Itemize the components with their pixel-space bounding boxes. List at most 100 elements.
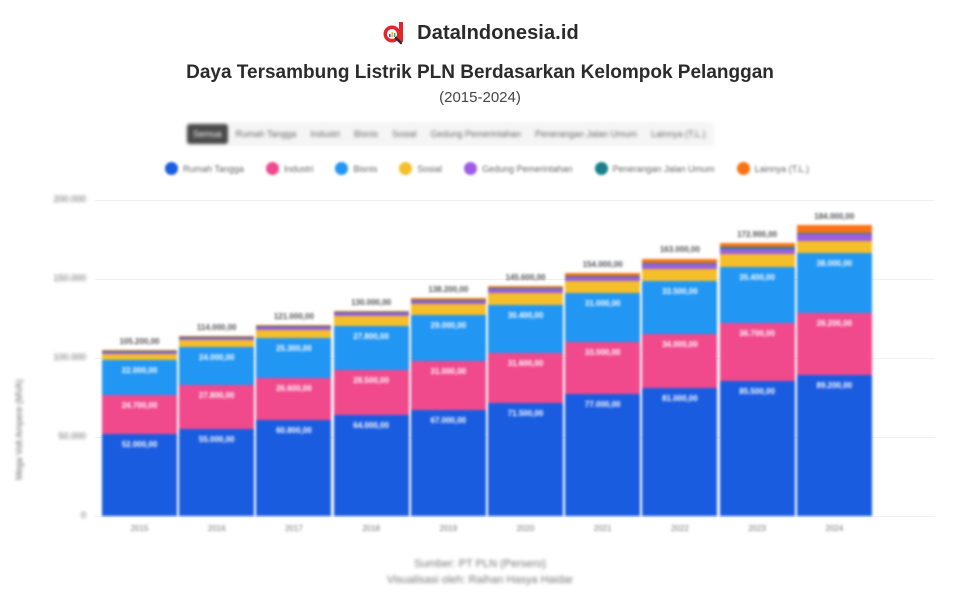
legend-item[interactable]: Sosial [399, 162, 442, 175]
legend-item[interactable]: Gedung Pemerintahan [463, 162, 573, 175]
bar-segment-sosial[interactable] [333, 316, 409, 326]
bar-segment-penerangan-jalan-umum[interactable] [333, 312, 409, 314]
bar-segment-industri[interactable]: 24.700,00 [102, 394, 177, 434]
bar-segment-lainnya-t-l[interactable] [410, 297, 486, 300]
bar-2021[interactable]: 77.000,00 33.000,00 31.000,00 [565, 272, 641, 516]
bar-segment-sosial[interactable] [179, 340, 255, 348]
bar-segment-industri[interactable]: 39.200,00 [796, 313, 872, 376]
bar-segment-rumah-tangga[interactable]: 77.000,00 [565, 394, 641, 516]
bar-segment-rumah-tangga[interactable]: 64.000,00 [333, 414, 409, 516]
bar-segment-lainnya-t-l[interactable] [565, 272, 641, 277]
bar-segment-lainnya-t-l[interactable] [719, 242, 795, 248]
bar-segment-lainnya-t-l[interactable] [796, 225, 872, 233]
bar-segment-sosial[interactable] [642, 268, 718, 282]
bar-segment-bisnis[interactable]: 33.500,00 [642, 281, 718, 335]
legend-item[interactable]: Lainnya (T.L.) [736, 162, 809, 175]
tab-penerangan-jalan-umum[interactable]: Penerangan Jalan Umum [535, 129, 638, 139]
bar-segment-gedung-pemerintahan[interactable] [256, 327, 332, 331]
bar-segment-bisnis[interactable]: 35.400,00 [719, 267, 795, 323]
bar-segment-industri[interactable]: 33.000,00 [565, 342, 641, 395]
bar-segment-sosial[interactable] [719, 254, 795, 268]
bar-segment-penerangan-jalan-umum[interactable] [719, 247, 795, 249]
legend-item[interactable]: Bisnis [335, 162, 377, 175]
tab-rumah-tangga[interactable]: Rumah Tangga [235, 129, 297, 139]
legend-dot-icon [165, 162, 178, 175]
bar-2022[interactable]: 81.000,00 34.000,00 33.500,00 [642, 258, 718, 516]
y-tick-label: 100.000 [53, 352, 86, 362]
bar-segment-gedung-pemerintahan[interactable] [642, 264, 718, 269]
tab-industri[interactable]: Industri [310, 129, 340, 139]
bar-segment-rumah-tangga[interactable]: 71.500,00 [488, 403, 563, 516]
bar-segment-bisnis[interactable]: 29.000,00 [410, 315, 486, 362]
tab-gedung-pemerintahan[interactable]: Gedung Pemerintahan [430, 129, 522, 139]
bar-segment-sosial[interactable] [565, 281, 641, 294]
bar-segment-gedung-pemerintahan[interactable] [719, 248, 795, 255]
tab-bisnis[interactable]: Bisnis [353, 129, 378, 139]
bar-segment-penerangan-jalan-umum[interactable] [102, 350, 177, 352]
bar-segment-penerangan-jalan-umum[interactable] [642, 262, 718, 265]
bar-segment-sosial[interactable] [256, 330, 332, 338]
bar-segment-lainnya-t-l[interactable] [102, 349, 177, 351]
tab-semua[interactable]: Semua [187, 124, 228, 144]
bar-segment-bisnis[interactable]: 38.000,00 [796, 253, 872, 314]
bar-segment-gedung-pemerintahan[interactable] [796, 234, 872, 241]
bar-segment-bisnis[interactable]: 24.000,00 [179, 347, 255, 386]
bar-2016[interactable]: 55.000,00 27.800,00 24.000,00 [179, 335, 255, 516]
segment-value-label: 31.000,00 [584, 299, 621, 309]
bar-2019[interactable]: 67.000,00 31.000,00 29.000,00 [410, 297, 486, 516]
bar-segment-sosial[interactable] [410, 304, 486, 316]
bar-segment-gedung-pemerintahan[interactable] [565, 277, 641, 282]
bar-segment-bisnis[interactable]: 25.300,00 [256, 337, 332, 378]
bar-segment-lainnya-t-l[interactable] [179, 335, 255, 338]
bar-segment-lainnya-t-l[interactable] [488, 286, 563, 289]
bar-segment-lainnya-t-l[interactable] [256, 324, 332, 327]
bar-segment-sosial[interactable] [796, 240, 872, 254]
bar-segment-industri[interactable]: 31.000,00 [410, 361, 486, 411]
x-tick-label: 2019 [439, 524, 458, 533]
bar-2023[interactable]: 85.500,00 36.700,00 35.400,00 [719, 242, 795, 516]
bar-segment-industri[interactable]: 28.500,00 [333, 369, 409, 415]
legend-item[interactable]: Penerangan Jalan Umum [594, 162, 715, 175]
bar-segment-lainnya-t-l[interactable] [642, 258, 718, 263]
legend-item[interactable]: Rumah Tangga [165, 162, 244, 175]
tab-lainnya-t-l[interactable]: Lainnya (T.L.) [651, 129, 706, 139]
bar-segment-gedung-pemerintahan[interactable] [102, 351, 177, 354]
legend-item[interactable]: Industri [265, 162, 313, 175]
bar-segment-penerangan-jalan-umum[interactable] [565, 276, 641, 278]
bar-segment-gedung-pemerintahan[interactable] [410, 300, 486, 305]
bar-segment-bisnis[interactable]: 27.800,00 [333, 325, 409, 370]
bar-segment-gedung-pemerintahan[interactable] [333, 313, 409, 317]
bar-2024[interactable]: 89.200,00 39.200,00 38.000,00 [796, 225, 872, 516]
bar-segment-rumah-tangga[interactable]: 81.000,00 [642, 388, 718, 516]
bar-segment-rumah-tangga[interactable]: 52.000,00 [102, 433, 177, 516]
bar-segment-gedung-pemerintahan[interactable] [179, 337, 255, 341]
bar-segment-rumah-tangga[interactable]: 67.000,00 [410, 410, 486, 516]
bar-2018[interactable]: 64.000,00 28.500,00 27.800,00 [333, 310, 409, 516]
bar-2017[interactable]: 60.800,00 26.600,00 25.300,00 [256, 324, 332, 516]
tab-sosial[interactable]: Sosial [391, 129, 417, 139]
bar-segment-rumah-tangga[interactable]: 85.500,00 [719, 380, 795, 516]
bar-segment-industri[interactable]: 26.600,00 [256, 377, 332, 420]
bar-segment-rumah-tangga[interactable]: 55.000,00 [179, 429, 255, 516]
bar-segment-bisnis[interactable]: 31.000,00 [565, 293, 641, 343]
bar-segment-penerangan-jalan-umum[interactable] [410, 299, 486, 301]
bar-segment-penerangan-jalan-umum[interactable] [179, 337, 255, 338]
bar-2015[interactable]: 52.000,00 24.700,00 22.000,00 [102, 349, 177, 516]
bar-segment-sosial[interactable] [102, 353, 177, 361]
bar-segment-penerangan-jalan-umum[interactable] [796, 232, 872, 235]
bar-segment-rumah-tangga[interactable]: 60.800,00 [256, 419, 332, 516]
bar-segment-bisnis[interactable]: 22.000,00 [102, 360, 177, 395]
bar-segment-bisnis[interactable]: 30.400,00 [488, 305, 563, 354]
bar-segment-industri[interactable]: 27.800,00 [179, 385, 255, 430]
bar-segment-gedung-pemerintahan[interactable] [488, 289, 563, 294]
bar-2020[interactable]: 71.500,00 31.600,00 30.400,00 [488, 286, 563, 516]
bar-segment-penerangan-jalan-umum[interactable] [488, 288, 563, 290]
bar-segment-industri[interactable]: 31.600,00 [488, 353, 563, 404]
bar-segment-rumah-tangga[interactable]: 89.200,00 [796, 375, 872, 516]
bar-segment-industri[interactable]: 34.000,00 [642, 334, 718, 389]
bar-segment-industri[interactable]: 36.700,00 [719, 322, 795, 381]
bar-segment-penerangan-jalan-umum[interactable] [256, 326, 332, 328]
bar-segment-sosial[interactable] [488, 293, 563, 306]
bar-segment-lainnya-t-l[interactable] [333, 310, 409, 313]
x-tick-label: 2023 [748, 524, 766, 533]
